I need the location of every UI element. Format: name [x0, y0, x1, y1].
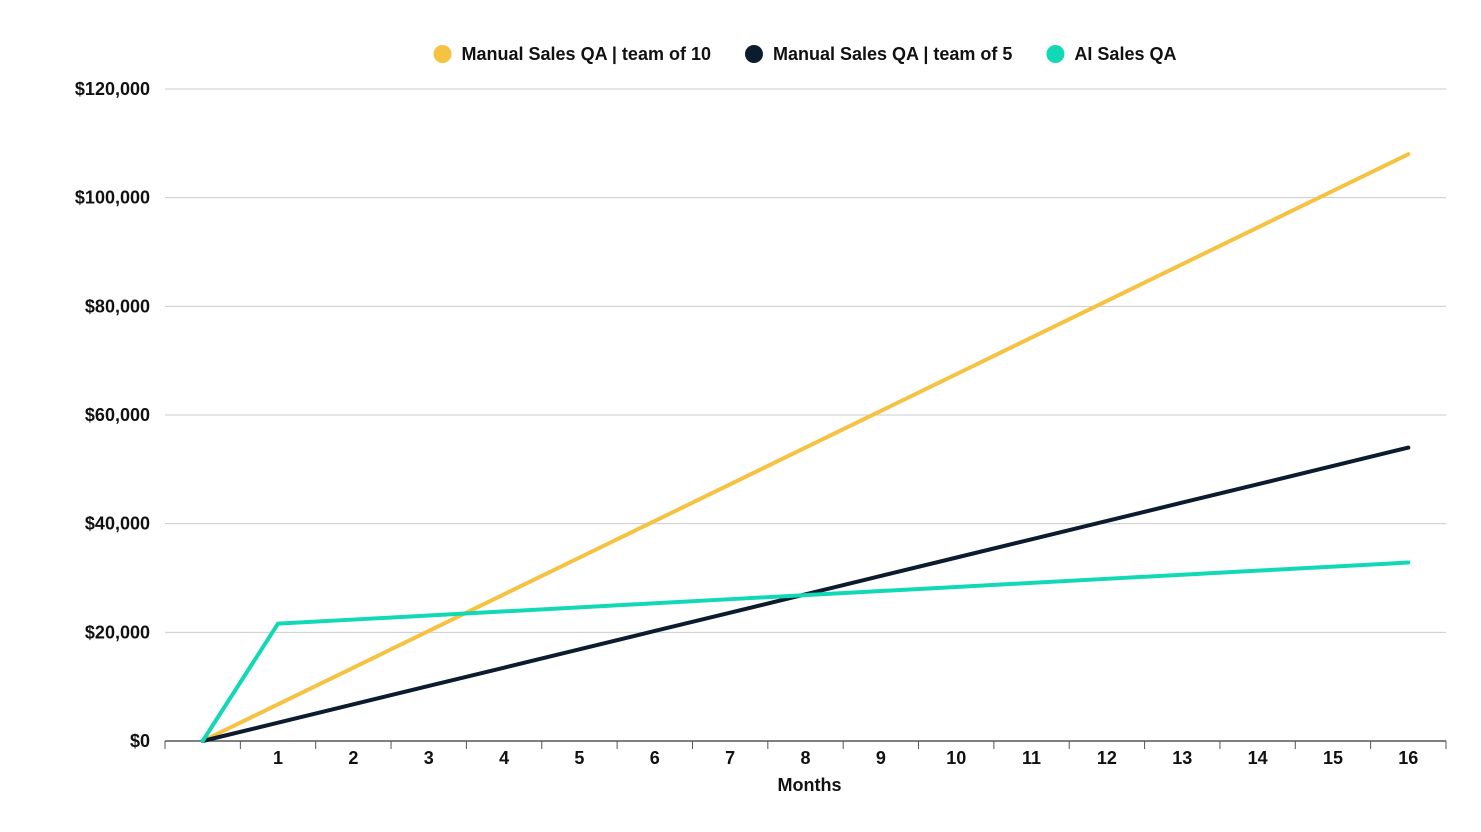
x-tick-label: 15: [1323, 748, 1343, 768]
series-group: [200, 152, 1411, 743]
legend-label: AI Sales QA: [1074, 44, 1176, 64]
legend-item: Manual Sales QA | team of 5: [744, 44, 1012, 64]
y-tick-label: $80,000: [85, 296, 150, 316]
x-tick-label: 11: [1022, 748, 1041, 768]
x-tick-label: 6: [650, 748, 660, 768]
x-tick-label: 16: [1398, 748, 1418, 768]
x-tick-label: 8: [800, 748, 810, 768]
y-tick-label: $100,000: [75, 188, 150, 208]
x-tick-label: 5: [574, 748, 584, 768]
y-tick-label: $60,000: [85, 405, 150, 425]
legend-marker: [1046, 45, 1065, 63]
x-tick-label: 10: [946, 748, 966, 768]
y-axis: $0 $20,000 $40,000 $60,000 $80,000 $100,000 $1…: [75, 79, 150, 751]
x-tick-label: 14: [1248, 748, 1268, 768]
legend-item: Manual Sales QA | team of 10: [433, 44, 711, 64]
x-tick-label: 2: [348, 748, 358, 768]
x-tick-label: 9: [876, 748, 886, 768]
y-tick-label: $20,000: [85, 622, 150, 642]
x-tick-label: 13: [1172, 748, 1192, 768]
x-axis: 1 2 3 4 5 6 7 8 9 10 11 12 13 14 15 16: [164, 740, 1447, 768]
series-line-3: [200, 560, 1411, 743]
legend-label: Manual Sales QA | team of 10: [462, 44, 711, 64]
x-tick-label: 1: [273, 748, 283, 768]
x-tick-label: 3: [424, 748, 434, 768]
y-tick-label: $120,000: [75, 79, 150, 99]
legend-item: AI Sales QA: [1046, 44, 1176, 64]
x-axis-title: Months: [778, 775, 842, 795]
series-line-1: [200, 152, 1411, 743]
grid-lines: [165, 88, 1446, 633]
legend-marker: [433, 45, 452, 63]
x-tick-label: 12: [1097, 748, 1117, 768]
x-tick-label: 7: [725, 748, 735, 768]
x-tick-label: 4: [499, 748, 509, 768]
y-tick-label: $40,000: [85, 514, 150, 534]
y-tick-label: $0: [130, 731, 150, 751]
legend: Manual Sales QA | team of 10 Manual Sales…: [433, 44, 1176, 64]
legend-label: Manual Sales QA | team of 5: [773, 44, 1012, 64]
legend-marker: [744, 45, 763, 63]
